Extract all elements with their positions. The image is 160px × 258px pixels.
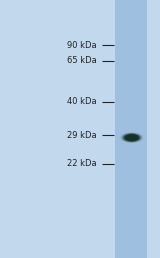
Text: 65 kDa: 65 kDa xyxy=(67,56,97,65)
Text: 90 kDa: 90 kDa xyxy=(67,41,97,50)
Text: 40 kDa: 40 kDa xyxy=(67,98,97,106)
FancyBboxPatch shape xyxy=(115,0,147,258)
Text: 29 kDa: 29 kDa xyxy=(67,131,97,140)
Text: 22 kDa: 22 kDa xyxy=(67,159,97,168)
